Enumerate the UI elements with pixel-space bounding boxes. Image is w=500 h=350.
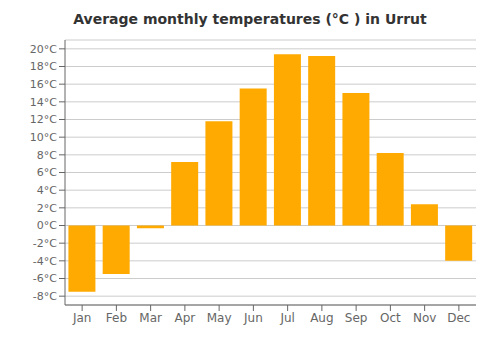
svg-text:-2°C: -2°C: [33, 237, 57, 250]
svg-text:-8°C: -8°C: [33, 290, 57, 303]
svg-text:Jul: Jul: [279, 311, 294, 325]
svg-text:Jan: Jan: [72, 311, 92, 325]
svg-text:18°C: 18°C: [30, 60, 57, 73]
svg-text:Aug: Aug: [310, 311, 333, 325]
svg-text:12°C: 12°C: [30, 113, 57, 126]
svg-text:14°C: 14°C: [30, 96, 57, 109]
svg-text:20°C: 20°C: [30, 43, 57, 56]
svg-text:Oct: Oct: [380, 311, 401, 325]
svg-text:Mar: Mar: [139, 311, 162, 325]
svg-text:6°C: 6°C: [37, 166, 57, 179]
svg-text:May: May: [207, 311, 232, 325]
svg-text:Nov: Nov: [413, 311, 436, 325]
svg-text:10°C: 10°C: [30, 131, 57, 144]
svg-text:-4°C: -4°C: [33, 255, 57, 268]
svg-text:4°C: 4°C: [37, 184, 57, 197]
svg-text:Jun: Jun: [243, 311, 263, 325]
svg-text:0°C: 0°C: [37, 219, 57, 232]
html-text:Average monthly temperatures (: Average monthly temperatures (°C ) in Ur…: [73, 11, 427, 27]
svg-text:16°C: 16°C: [30, 78, 57, 91]
svg-text:Feb: Feb: [106, 311, 127, 325]
svg-text:Dec: Dec: [447, 311, 470, 325]
svg-text:Apr: Apr: [174, 311, 195, 325]
svg-text:Sep: Sep: [345, 311, 368, 325]
svg-text:-6°C: -6°C: [33, 272, 57, 285]
svg-text:2°C: 2°C: [37, 202, 57, 215]
svg-text:8°C: 8°C: [37, 149, 57, 162]
